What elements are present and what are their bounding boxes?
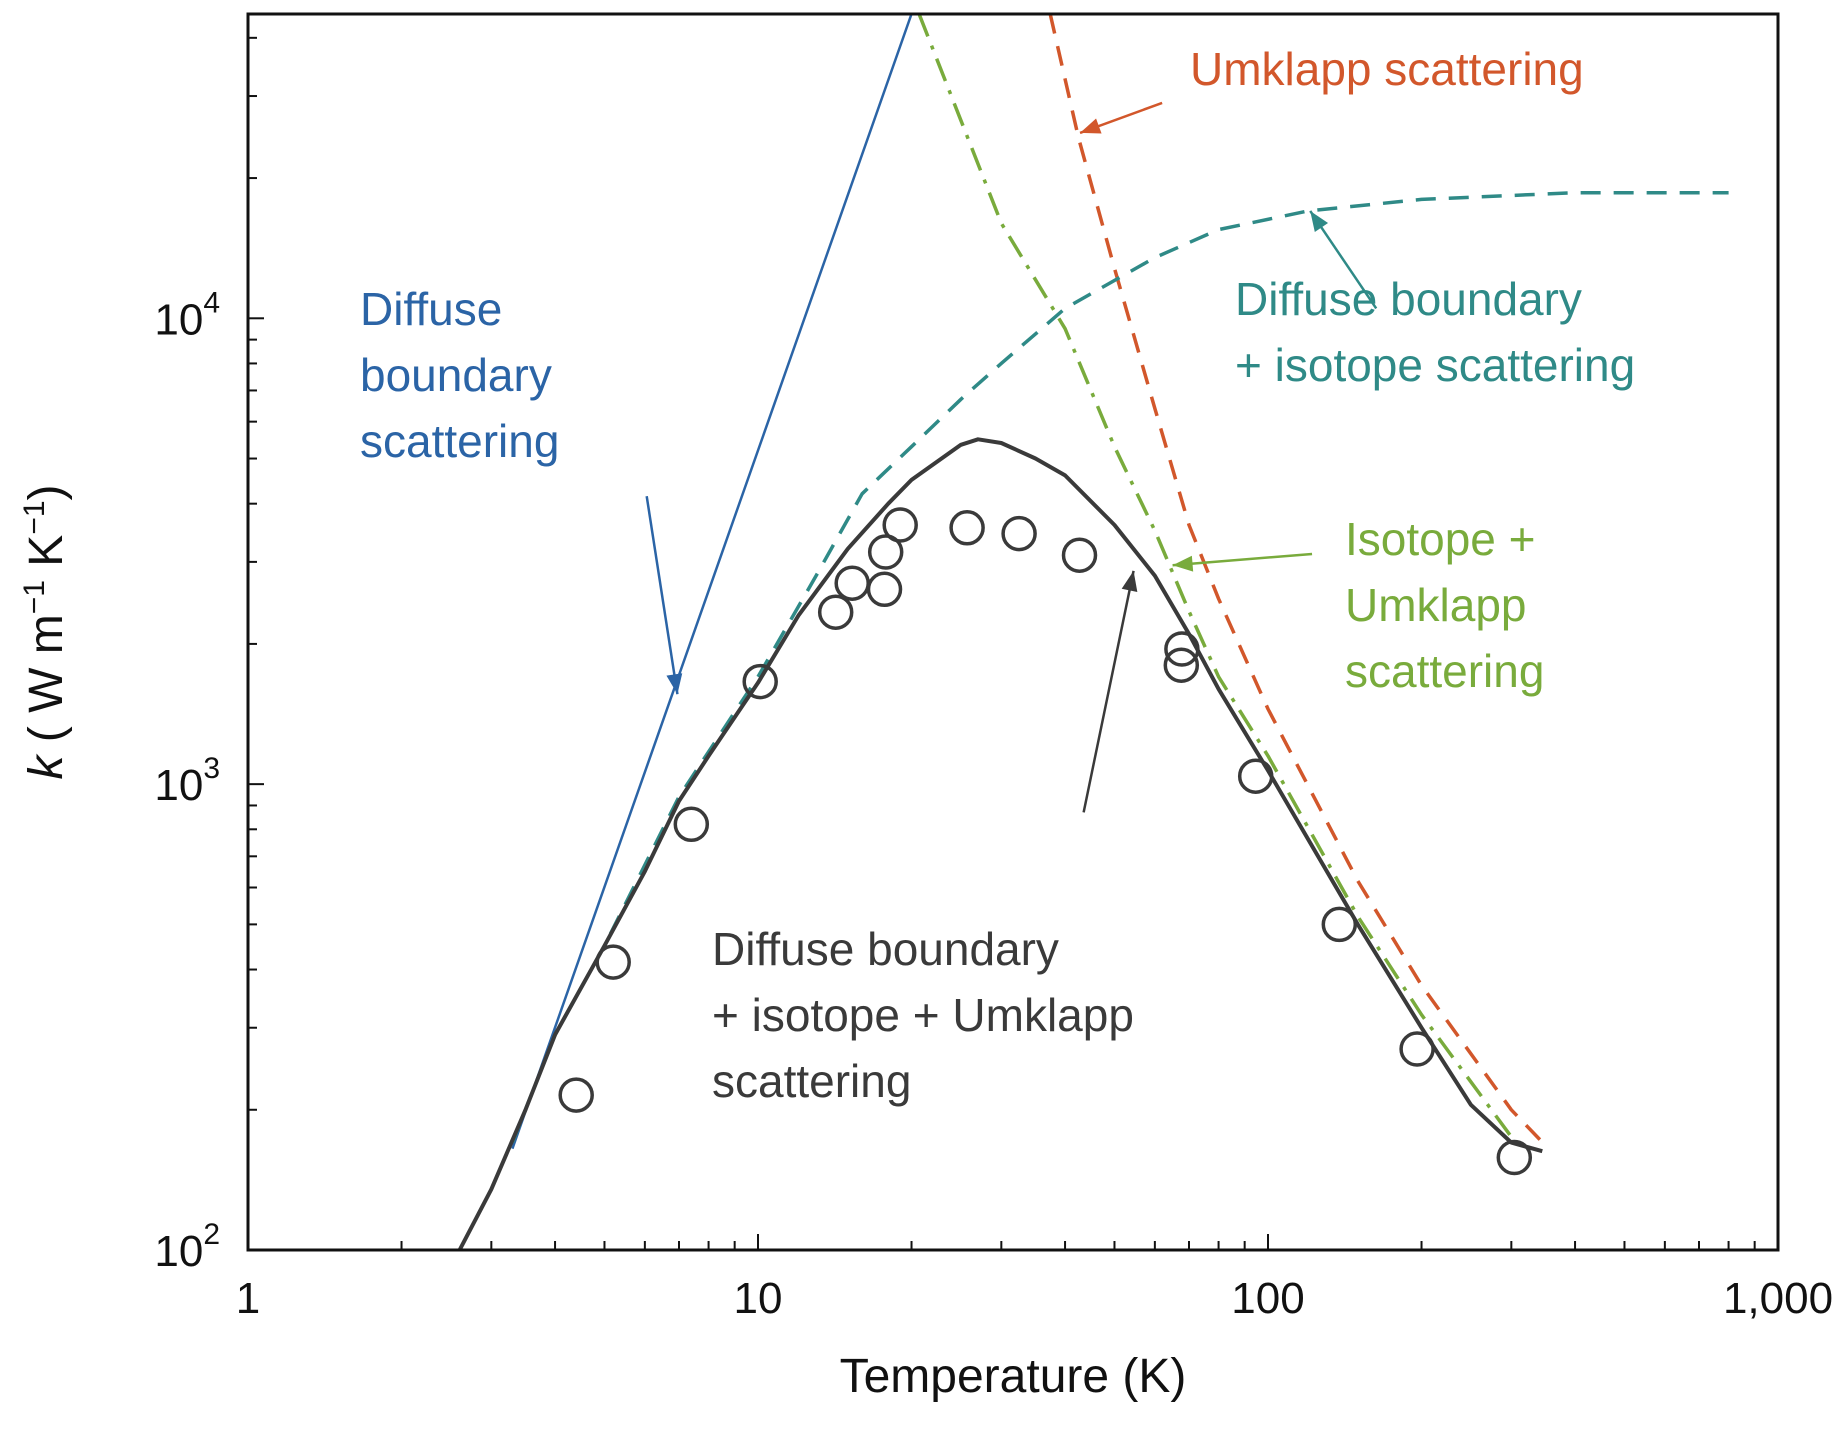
annotation-line: + isotope scattering — [1235, 339, 1635, 391]
plot-frame — [246, 12, 1780, 1252]
data-point — [595, 944, 631, 980]
y-axis-unit-exp1: −1 — [18, 580, 51, 614]
data-point — [949, 510, 985, 546]
arrowhead — [1121, 570, 1138, 593]
umklapp-curve — [1048, 14, 1550, 1150]
arrowhead — [1080, 118, 1102, 134]
y-tick-label: 103 — [154, 752, 220, 810]
annotation-line: Isotope + — [1345, 513, 1536, 565]
arrowhead — [1310, 210, 1329, 232]
y-tick-label: 102 — [154, 1218, 220, 1276]
x-tick-label: 100 — [1231, 1274, 1304, 1323]
annotation-line: boundary — [360, 349, 552, 401]
x-tick-label: 1 — [236, 1274, 260, 1323]
x-axis-title: Temperature (K) — [840, 1350, 1187, 1403]
isotope-umklapp-label: Isotope + Umklapp scattering — [1345, 513, 1544, 697]
y-tick-base: 10 — [154, 761, 203, 810]
data-point — [867, 534, 904, 570]
y-tick-exponent: 2 — [203, 1218, 220, 1251]
data-point — [1001, 515, 1037, 552]
y-tick-base: 10 — [154, 295, 203, 344]
annotation-line: scattering — [360, 415, 559, 467]
annotation-line: + isotope + Umklapp — [712, 989, 1134, 1041]
umklapp-label: Umklapp scattering — [1190, 43, 1584, 95]
boundary-label-arrow — [645, 496, 679, 695]
data-point — [1163, 647, 1200, 683]
y-axis-unit-exp2: −1 — [18, 500, 51, 534]
total-label-arrow — [1082, 570, 1135, 813]
x-tick-label: 10 — [734, 1274, 783, 1323]
data-point — [1164, 631, 1200, 667]
data-point — [1321, 906, 1358, 943]
y-axis-unit-mid: K — [20, 535, 73, 580]
y-axis-title: k ( W m−1 K−1) — [18, 484, 73, 779]
y-tick-exponent: 3 — [203, 752, 220, 785]
data-points-layer — [558, 507, 1533, 1176]
boundary-label: Diffuse boundary scattering — [360, 283, 559, 467]
ticks-layer — [247, 36, 1779, 1251]
isotope_umklapp-curve — [917, 14, 1513, 1138]
annotation-line: Diffuse boundary — [712, 923, 1059, 975]
arrowhead — [666, 673, 683, 695]
annotation-line: Diffuse — [360, 283, 502, 335]
annotation-line: Diffuse boundary — [1235, 273, 1582, 325]
boundary_isotope-curve — [510, 190, 1729, 1144]
annotation-line: scattering — [1345, 645, 1544, 697]
arrowhead — [1172, 555, 1194, 572]
data-point — [1399, 1031, 1435, 1067]
boundary-curve — [511, 14, 913, 1150]
data-point — [1496, 1139, 1533, 1176]
annotation-line: Umklapp scattering — [1190, 43, 1584, 95]
data-point — [558, 1077, 594, 1113]
curves-layer — [457, 14, 1729, 1250]
total-label: Diffuse boundary + isotope + Umklapp scatt… — [712, 923, 1134, 1107]
isotope-umklapp-label-arrow — [1172, 552, 1313, 567]
y-tick-base: 10 — [154, 1227, 203, 1276]
x-tick-labels: 1 10 100 1,000 — [236, 1274, 1833, 1323]
data-point — [834, 565, 870, 601]
total-curve — [457, 437, 1543, 1250]
y-axis-unit-open: ( W m — [20, 614, 73, 755]
y-tick-label: 104 — [154, 286, 220, 344]
y-tick-exponent: 4 — [203, 286, 220, 319]
y-axis-symbol: k — [20, 753, 73, 780]
data-point — [742, 663, 778, 700]
data-point — [866, 571, 903, 608]
data-point — [1061, 537, 1098, 573]
data-point — [1237, 758, 1274, 794]
data-point — [817, 594, 854, 630]
boundary-isotope-label: Diffuse boundary + isotope scattering — [1235, 273, 1635, 391]
data-point — [673, 806, 710, 843]
data-point — [882, 507, 918, 543]
annotations-layer: Diffuse boundary scattering Umklapp scatter… — [360, 43, 1635, 1107]
annotation-line: Umklapp — [1345, 579, 1527, 631]
annotation-line: scattering — [712, 1055, 911, 1107]
y-axis-unit-close: ) — [20, 484, 73, 500]
x-tick-label: 1,000 — [1723, 1274, 1833, 1323]
